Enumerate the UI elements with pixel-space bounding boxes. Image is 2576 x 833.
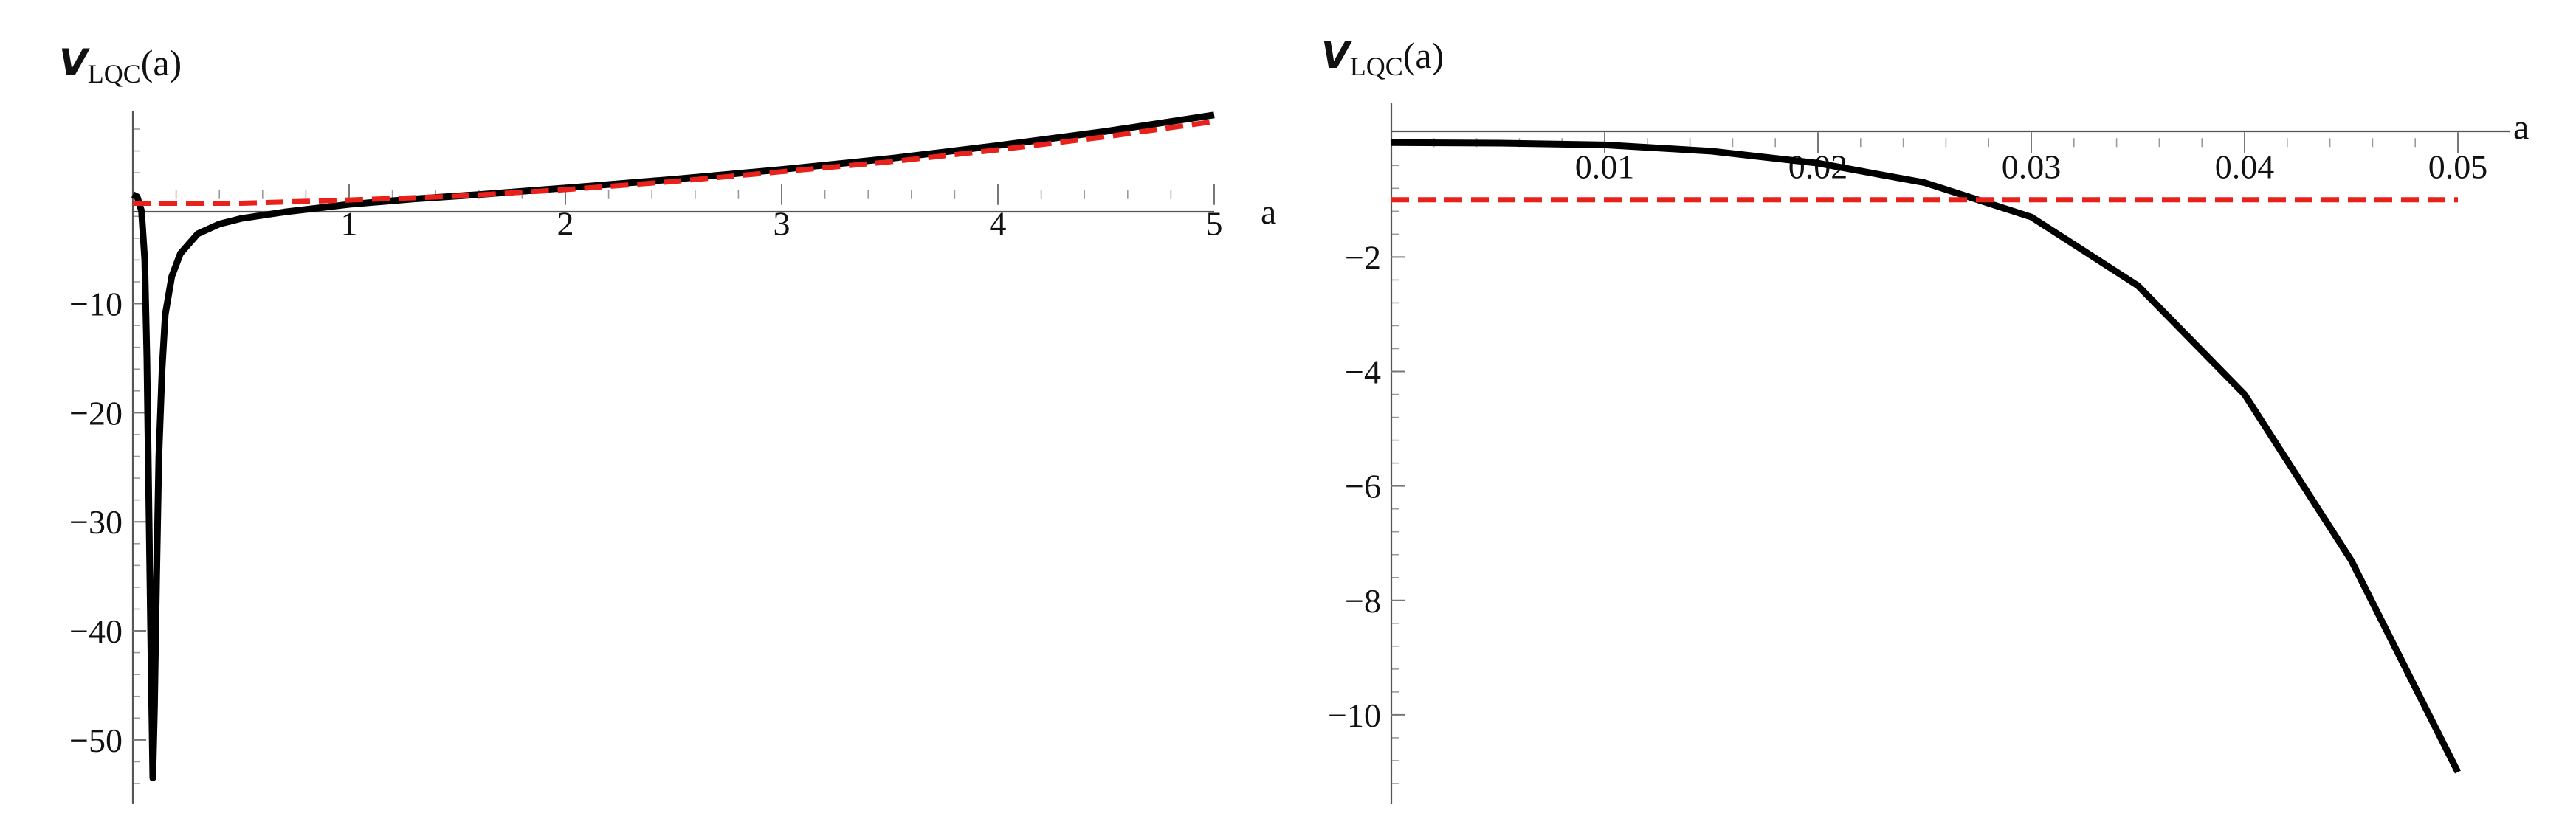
left-y-axis-argument: (a) [141, 42, 182, 83]
left-panel: VLQC(a) 1 2 3 4 5 −10 −20 −30 −40 −50 a [59, 41, 1276, 804]
right-x-tick-label: 0.03 [2002, 148, 2062, 185]
right-x-tick-label: 0.05 [2428, 148, 2488, 185]
right-minor-ticks [1391, 138, 2459, 784]
right-y-tick-label: −4 [1345, 353, 1381, 391]
left-minor-ticks [133, 128, 1215, 784]
left-y-tick-label: −50 [69, 722, 123, 759]
left-solid-black-curve [131, 111, 1215, 782]
left-ticks: 1 2 3 4 5 −10 −20 −30 −40 −50 [69, 184, 1223, 759]
left-x-tick-label: 1 [341, 205, 358, 243]
left-x-tick-label: 3 [774, 205, 791, 243]
right-x-axis-label: a [2513, 108, 2529, 147]
left-x-tick-label: 5 [1206, 205, 1223, 243]
right-x-tick-label: 0.04 [2215, 148, 2275, 185]
right-y-axis-symbol: V [1321, 34, 1352, 77]
right-y-axis-argument: (a) [1403, 35, 1444, 76]
right-y-tick-label: −6 [1345, 468, 1381, 505]
right-solid-black-curve [1391, 139, 2462, 774]
left-x-axis-label: a [1261, 193, 1276, 232]
right-x-tick-label: 0.01 [1575, 148, 1635, 185]
right-y-axis-label: VLQC(a) [1321, 34, 1444, 81]
left-series [131, 111, 1215, 782]
left-y-axis-symbol: V [59, 41, 90, 84]
right-ticks: 0.01 0.02 0.03 0.04 0.05−2−4−6−8−10 [1328, 132, 2487, 734]
left-y-tick-label: −30 [69, 503, 123, 541]
left-dashed-red-curve [133, 119, 1215, 206]
left-x-tick-label: 4 [990, 205, 1007, 243]
right-panel: VLQC(a) 0.01 0.02 0.03 0.04 0.05−2−4−6−8−10 … [1321, 34, 2529, 804]
left-y-axis-subscript: LQC [88, 59, 141, 89]
left-y-tick-label: −40 [69, 612, 123, 650]
left-x-tick-label: 2 [557, 205, 574, 243]
left-y-tick-label: −20 [69, 394, 123, 432]
right-y-tick-label: −2 [1345, 238, 1381, 276]
right-series [1391, 139, 2462, 774]
left-y-axis-label: VLQC(a) [59, 41, 182, 89]
right-y-tick-label: −10 [1328, 697, 1381, 734]
left-y-tick-label: −10 [69, 286, 123, 323]
right-y-tick-label: −8 [1345, 582, 1381, 620]
right-y-axis-subscript: LQC [1350, 52, 1403, 81]
